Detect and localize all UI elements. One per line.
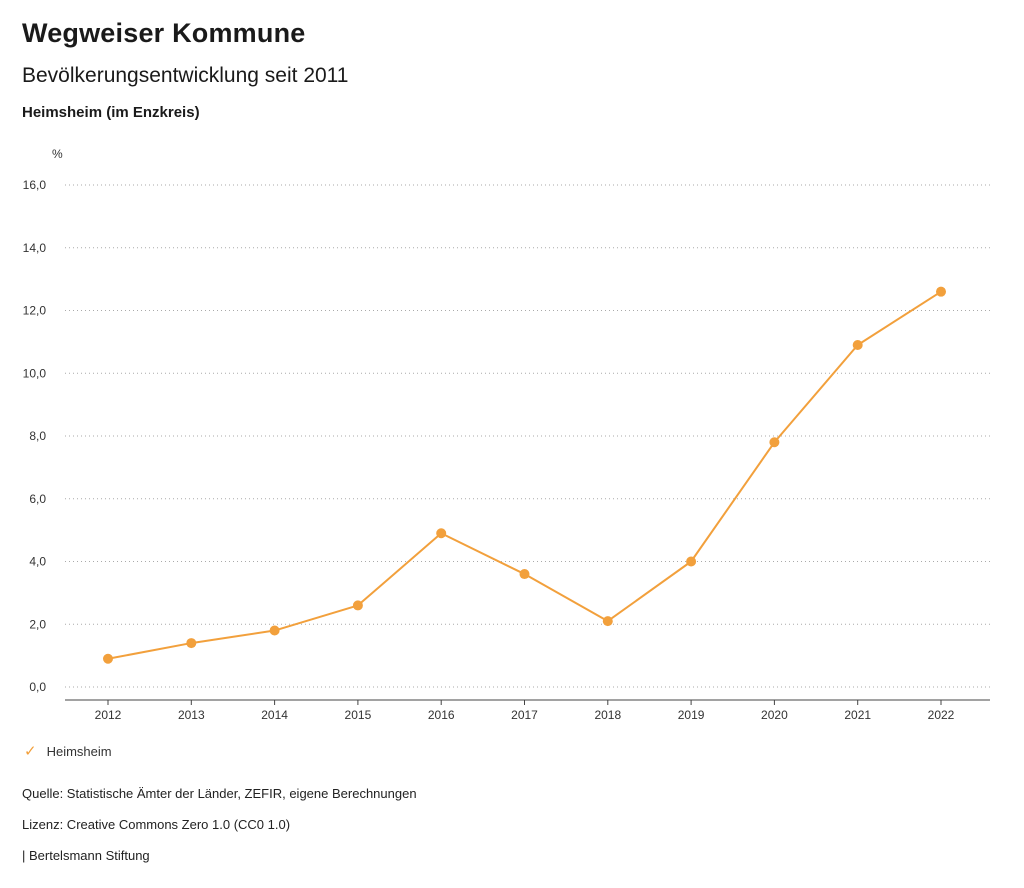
- y-tick-label: 6,0: [29, 492, 46, 506]
- data-point: [602, 616, 613, 627]
- data-point: [769, 437, 780, 448]
- x-tick-label: 2019: [678, 708, 705, 722]
- data-point: [103, 653, 113, 664]
- data-point: [186, 638, 197, 649]
- data-point: [936, 286, 946, 297]
- y-tick-label: 16,0: [23, 178, 47, 192]
- x-tick-label: 2016: [428, 708, 455, 722]
- x-tick-label: 2022: [928, 708, 955, 722]
- check-icon: ✓: [24, 743, 37, 760]
- data-point: [852, 340, 863, 351]
- legend: ✓ Heimsheim: [24, 744, 112, 759]
- y-tick-label: 0,0: [29, 680, 46, 694]
- y-tick-label: 12,0: [23, 304, 47, 318]
- series-line: [107, 290, 942, 660]
- x-tick-label: 2014: [261, 708, 288, 722]
- data-point: [519, 569, 530, 580]
- x-tick-label: 2018: [594, 708, 621, 722]
- y-tick-label: 10,0: [23, 366, 47, 380]
- y-axis-unit-label: %: [52, 147, 63, 161]
- data-point: [686, 556, 697, 567]
- data-point: [269, 625, 280, 636]
- y-tick-label: 2,0: [29, 617, 46, 631]
- attribution-note: | Bertelsmann Stiftung: [22, 848, 150, 863]
- legend-label: Heimsheim: [46, 744, 112, 759]
- x-tick-label: 2020: [761, 708, 788, 722]
- chart-subtitle: Bevölkerungsentwicklung seit 2011: [22, 64, 349, 87]
- x-tick-label: 2015: [345, 708, 372, 722]
- x-tick-label: 2012: [95, 708, 122, 722]
- page-title: Wegweiser Kommune: [22, 18, 306, 48]
- x-tick-label: 2013: [178, 708, 205, 722]
- data-point: [352, 600, 363, 611]
- license-note: Lizenz: Creative Commons Zero 1.0 (CC0 1…: [22, 817, 291, 832]
- region-label: Heimsheim (im Enzkreis): [22, 104, 200, 121]
- x-tick-label: 2017: [511, 708, 538, 722]
- source-note: Quelle: Statistische Ämter der Länder, Z…: [22, 786, 417, 801]
- y-tick-label: 4,0: [29, 555, 46, 569]
- line-chart: 0,0 2,0 4,0 6,0 8,0 10,0 12,0 14,0 16,0 2012 2013 2…: [23, 178, 990, 722]
- y-tick-label: 14,0: [23, 241, 47, 255]
- y-tick-label: 8,0: [29, 429, 46, 443]
- data-point: [436, 528, 447, 539]
- x-tick-label: 2021: [844, 708, 871, 722]
- legend-item-heimsheim[interactable]: ✓ Heimsheim: [24, 744, 112, 759]
